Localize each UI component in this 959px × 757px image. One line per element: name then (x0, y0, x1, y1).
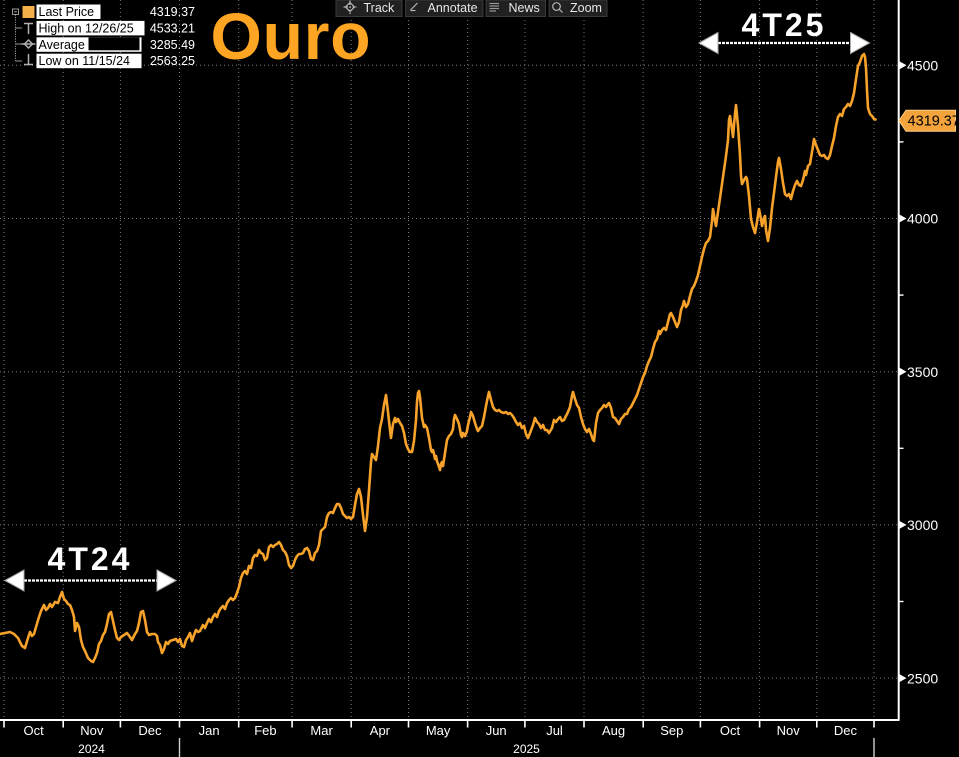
svg-text:3500: 3500 (907, 364, 938, 380)
svg-text:Oct: Oct (23, 723, 44, 738)
svg-text:Dec: Dec (834, 723, 858, 738)
svg-text:Jan: Jan (199, 723, 220, 738)
svg-text:Nov: Nov (80, 723, 104, 738)
svg-text:Low on 11/15/24: Low on 11/15/24 (39, 54, 131, 68)
svg-text:Annotate: Annotate (428, 1, 478, 15)
svg-text:2563.25: 2563.25 (150, 54, 195, 68)
svg-text:High on 12/26/25: High on 12/26/25 (39, 21, 134, 35)
svg-text:Feb: Feb (254, 723, 276, 738)
svg-text:Mar: Mar (310, 723, 333, 738)
svg-text:3285.49: 3285.49 (150, 38, 195, 52)
svg-text:4319.37: 4319.37 (150, 5, 195, 19)
svg-text:4000: 4000 (907, 211, 938, 227)
svg-text:2500: 2500 (907, 670, 938, 686)
svg-text:Jun: Jun (486, 723, 507, 738)
svg-text:4T25: 4T25 (742, 7, 827, 43)
svg-text:4500: 4500 (907, 58, 938, 74)
svg-text:Last Price: Last Price (39, 5, 95, 19)
svg-text:4533.21: 4533.21 (150, 21, 195, 35)
svg-text:Jul: Jul (546, 723, 563, 738)
svg-text:Zoom: Zoom (570, 1, 602, 15)
svg-text:Track: Track (364, 1, 396, 15)
svg-text:Oct: Oct (720, 723, 741, 738)
svg-text:Sep: Sep (660, 723, 683, 738)
svg-text:Nov: Nov (777, 723, 801, 738)
svg-text:4319.37: 4319.37 (908, 114, 959, 130)
svg-text:Apr: Apr (370, 723, 391, 738)
svg-text:2024: 2024 (78, 742, 105, 756)
svg-text:2025: 2025 (513, 742, 540, 756)
svg-text:May: May (426, 723, 451, 738)
svg-text:4T24: 4T24 (48, 541, 133, 577)
svg-text:Dec: Dec (138, 723, 162, 738)
svg-text:3000: 3000 (907, 517, 938, 533)
svg-text:Aug: Aug (602, 723, 625, 738)
svg-text:News: News (509, 1, 540, 15)
svg-text:Average: Average (39, 38, 85, 52)
